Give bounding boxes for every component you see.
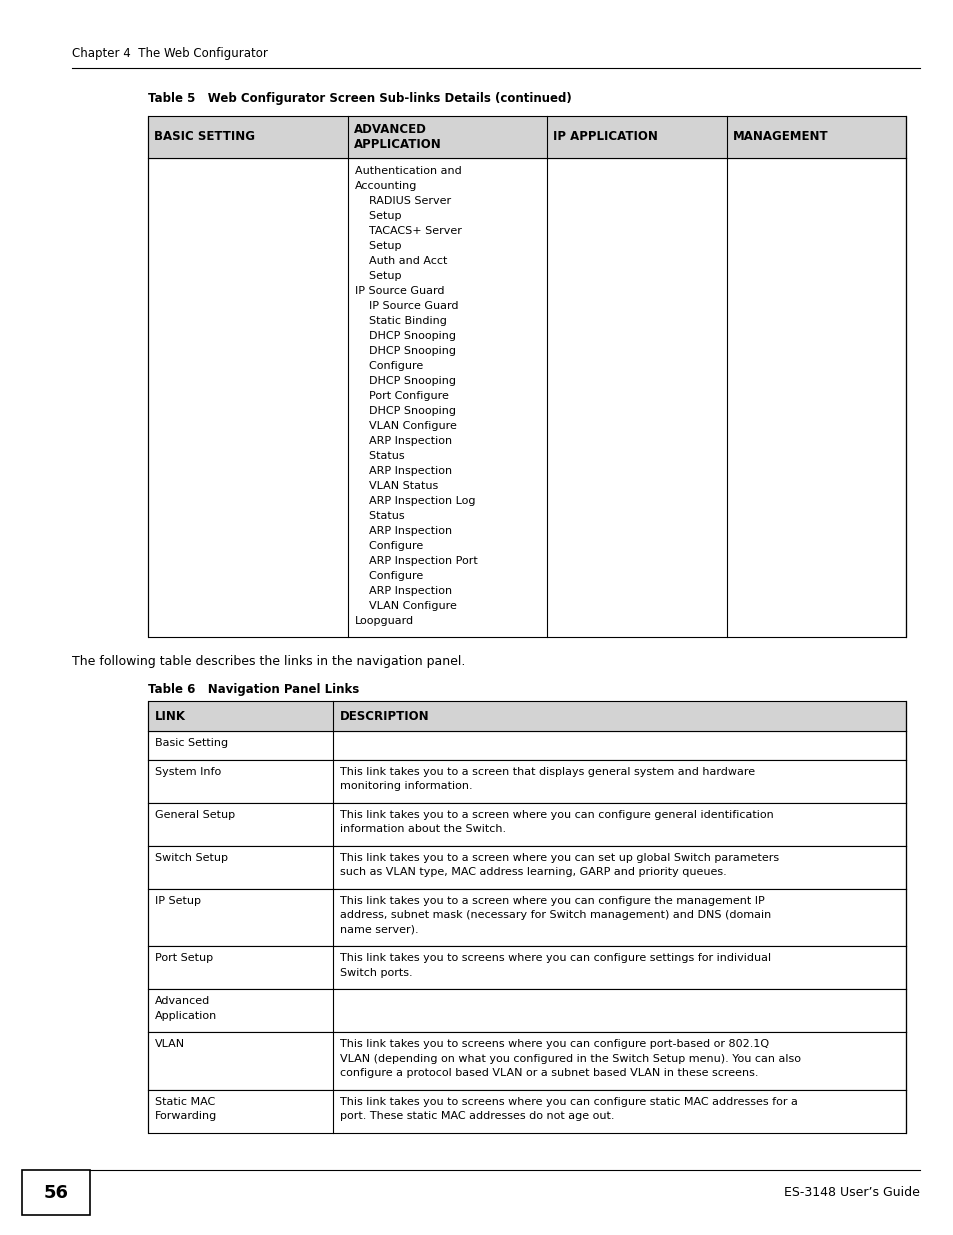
Text: This link takes you to a screen where you can set up global Switch parameters: This link takes you to a screen where yo… [339, 852, 779, 862]
Text: VLAN Configure: VLAN Configure [355, 601, 456, 611]
Text: This link takes you to a screen where you can configure the management IP: This link takes you to a screen where yo… [339, 895, 763, 905]
Text: ARP Inspection: ARP Inspection [355, 466, 452, 475]
Text: Basic Setting: Basic Setting [154, 739, 228, 748]
Text: TACACS+ Server: TACACS+ Server [355, 226, 461, 236]
Bar [148, 1089, 905, 1132]
Text: such as VLAN type, MAC address learning, GARP and priority queues.: such as VLAN type, MAC address learning,… [339, 867, 726, 877]
Bar [148, 116, 905, 158]
Bar [148, 760, 905, 803]
Text: Application: Application [154, 1010, 217, 1020]
Text: ES-3148 User’s Guide: ES-3148 User’s Guide [783, 1186, 919, 1199]
Text: IP Source Guard: IP Source Guard [355, 287, 444, 296]
Text: Forwarding: Forwarding [154, 1112, 217, 1121]
Text: monitoring information.: monitoring information. [339, 781, 472, 790]
Text: Configure: Configure [355, 361, 422, 370]
Text: Accounting: Accounting [355, 182, 416, 191]
Text: VLAN (depending on what you configured in the Switch Setup menu). You can also: VLAN (depending on what you configured i… [339, 1053, 800, 1063]
Text: Static Binding: Static Binding [355, 316, 446, 326]
Text: General Setup: General Setup [154, 809, 234, 820]
Text: Auth and Acct: Auth and Acct [355, 256, 447, 266]
Text: ARP Inspection Port: ARP Inspection Port [355, 556, 477, 566]
Text: DHCP Snooping: DHCP Snooping [355, 346, 456, 356]
Text: Setup: Setup [355, 211, 401, 221]
Text: DHCP Snooping: DHCP Snooping [355, 375, 456, 387]
Text: VLAN Configure: VLAN Configure [355, 421, 456, 431]
Text: Authentication and: Authentication and [355, 165, 461, 177]
Text: Table 6   Navigation Panel Links: Table 6 Navigation Panel Links [148, 683, 359, 697]
Text: DESCRIPTION: DESCRIPTION [339, 709, 429, 722]
Text: Configure: Configure [355, 571, 422, 580]
Bar [148, 158, 905, 637]
Text: Setup: Setup [355, 241, 401, 251]
Text: Advanced: Advanced [154, 995, 210, 1007]
Text: LINK: LINK [154, 709, 186, 722]
Bar [148, 846, 905, 888]
Text: Setup: Setup [355, 270, 401, 282]
Text: ARP Inspection Log: ARP Inspection Log [355, 496, 475, 506]
Text: name server).: name server). [339, 925, 418, 935]
Text: RADIUS Server: RADIUS Server [355, 196, 451, 206]
Text: ARP Inspection: ARP Inspection [355, 526, 452, 536]
Text: address, subnet mask (necessary for Switch management) and DNS (domain: address, subnet mask (necessary for Swit… [339, 910, 770, 920]
Text: 56: 56 [44, 1183, 69, 1202]
Text: Loopguard: Loopguard [355, 616, 414, 626]
Bar [148, 1032, 905, 1089]
Bar [148, 888, 905, 946]
Bar [148, 946, 905, 989]
Text: IP Setup: IP Setup [154, 895, 201, 905]
Text: BASIC SETTING: BASIC SETTING [153, 131, 254, 143]
Text: Status: Status [355, 451, 404, 461]
Text: Table 5   Web Configurator Screen Sub-links Details (continued): Table 5 Web Configurator Screen Sub-link… [148, 91, 571, 105]
Text: Configure: Configure [355, 541, 422, 551]
Text: MANAGEMENT: MANAGEMENT [732, 131, 827, 143]
Text: ADVANCED
APPLICATION: ADVANCED APPLICATION [354, 124, 441, 151]
Text: DHCP Snooping: DHCP Snooping [355, 331, 456, 341]
Text: IP APPLICATION: IP APPLICATION [553, 131, 658, 143]
Text: Port Setup: Port Setup [154, 953, 213, 963]
Text: This link takes you to screens where you can configure settings for individual: This link takes you to screens where you… [339, 953, 770, 963]
Bar [148, 731, 905, 760]
Text: Chapter 4  The Web Configurator: Chapter 4 The Web Configurator [71, 47, 268, 61]
Text: This link takes you to screens where you can configure port-based or 802.1Q: This link takes you to screens where you… [339, 1039, 768, 1049]
Text: IP Source Guard: IP Source Guard [355, 301, 457, 311]
Text: System Info: System Info [154, 767, 221, 777]
Text: VLAN Status: VLAN Status [355, 480, 437, 492]
Text: This link takes you to screens where you can configure static MAC addresses for : This link takes you to screens where you… [339, 1097, 797, 1107]
Text: Switch Setup: Switch Setup [154, 852, 228, 862]
Text: ARP Inspection: ARP Inspection [355, 436, 452, 446]
Text: VLAN: VLAN [154, 1039, 185, 1049]
Bar [22, 1170, 90, 1215]
Bar [148, 803, 905, 846]
Text: The following table describes the links in the navigation panel.: The following table describes the links … [71, 655, 465, 668]
Text: port. These static MAC addresses do not age out.: port. These static MAC addresses do not … [339, 1112, 614, 1121]
Text: DHCP Snooping: DHCP Snooping [355, 406, 456, 416]
Text: This link takes you to a screen that displays general system and hardware: This link takes you to a screen that dis… [339, 767, 754, 777]
Text: This link takes you to a screen where you can configure general identification: This link takes you to a screen where yo… [339, 809, 773, 820]
Text: configure a protocol based VLAN or a subnet based VLAN in these screens.: configure a protocol based VLAN or a sub… [339, 1068, 758, 1078]
Text: Switch ports.: Switch ports. [339, 967, 412, 977]
Text: Static MAC: Static MAC [154, 1097, 215, 1107]
Bar [148, 989, 905, 1032]
Bar [148, 701, 905, 731]
Text: ARP Inspection: ARP Inspection [355, 585, 452, 597]
Text: Status: Status [355, 511, 404, 521]
Text: information about the Switch.: information about the Switch. [339, 824, 505, 834]
Text: Port Configure: Port Configure [355, 391, 448, 401]
